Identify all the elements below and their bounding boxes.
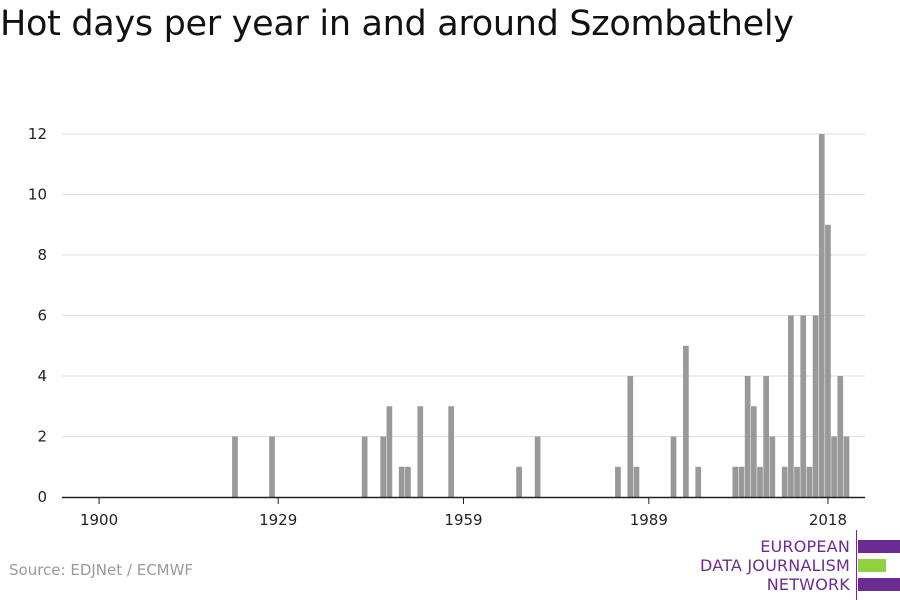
y-axis-ticks: 0 2 4 6 8 10 12 (28, 125, 47, 506)
x-tick-label: 1900 (80, 511, 118, 529)
bars (232, 134, 850, 497)
bar-2015 (806, 466, 813, 497)
bar-1928 (269, 436, 275, 497)
y-tick-label: 4 (37, 367, 47, 385)
bar-1997 (695, 466, 702, 497)
bar-1968 (516, 466, 522, 497)
bar-1950 (405, 466, 411, 497)
y-tick-label: 0 (37, 488, 47, 506)
bar-1987 (633, 466, 640, 497)
edjnet-logo: EUROPEAN DATA JOURNALISM NETWORK (690, 530, 900, 600)
bar-1952 (417, 406, 424, 497)
bar-2018 (825, 224, 831, 497)
bar-1943 (361, 436, 368, 497)
bar-1971 (534, 436, 541, 497)
logo-divider (856, 530, 857, 600)
bar-1995 (683, 345, 689, 497)
x-tick-label: 1989 (630, 511, 668, 529)
bar-2003 (732, 466, 739, 497)
bar-2021 (843, 436, 850, 497)
bar-2009 (769, 436, 776, 497)
bar-2020 (837, 376, 844, 497)
logo-line-2: DATA JOURNALISM (700, 556, 850, 575)
bar-1986 (627, 376, 634, 497)
bar-2005 (744, 376, 751, 497)
bar-1993 (670, 436, 677, 497)
y-tick-label: 10 (28, 186, 47, 204)
bar-2011 (781, 466, 788, 497)
chart-title: Hot days per year in and around Szombath… (0, 4, 794, 44)
bar-2012 (788, 315, 794, 497)
bar-1922 (232, 436, 238, 497)
bar-1984 (615, 466, 621, 497)
bar-2008 (763, 376, 770, 497)
bar-1949 (398, 466, 405, 497)
bar-1957 (448, 406, 454, 497)
bar-1946 (380, 436, 387, 497)
y-tick-label: 2 (37, 428, 47, 446)
bar-2006 (750, 406, 757, 497)
x-tick-label: 1929 (259, 511, 297, 529)
bar-1947 (386, 406, 393, 497)
bar-2014 (800, 315, 807, 497)
bar-2017 (818, 134, 825, 497)
bar-2013 (794, 466, 800, 497)
gridlines (62, 133, 865, 437)
bar-2004 (738, 466, 745, 497)
x-tick-label: 1959 (444, 511, 482, 529)
source-note: Source: EDJNet / ECMWF (9, 561, 194, 579)
bar-2016 (812, 315, 819, 497)
bar-2007 (757, 466, 763, 497)
y-tick-label: 12 (28, 125, 47, 143)
logo-line-1: EUROPEAN (760, 537, 850, 556)
logo-bar-green (858, 559, 886, 572)
bar-2019 (831, 436, 837, 497)
logo-bar-purple-top (858, 540, 900, 553)
y-tick-label: 8 (37, 246, 47, 264)
x-axis-ticks: 1900 1929 1959 1989 2018 (80, 497, 847, 529)
x-tick-label: 2018 (809, 511, 847, 529)
y-tick-label: 6 (37, 307, 47, 325)
logo-line-3: NETWORK (766, 575, 850, 594)
logo-bar-purple-bottom (858, 578, 900, 591)
